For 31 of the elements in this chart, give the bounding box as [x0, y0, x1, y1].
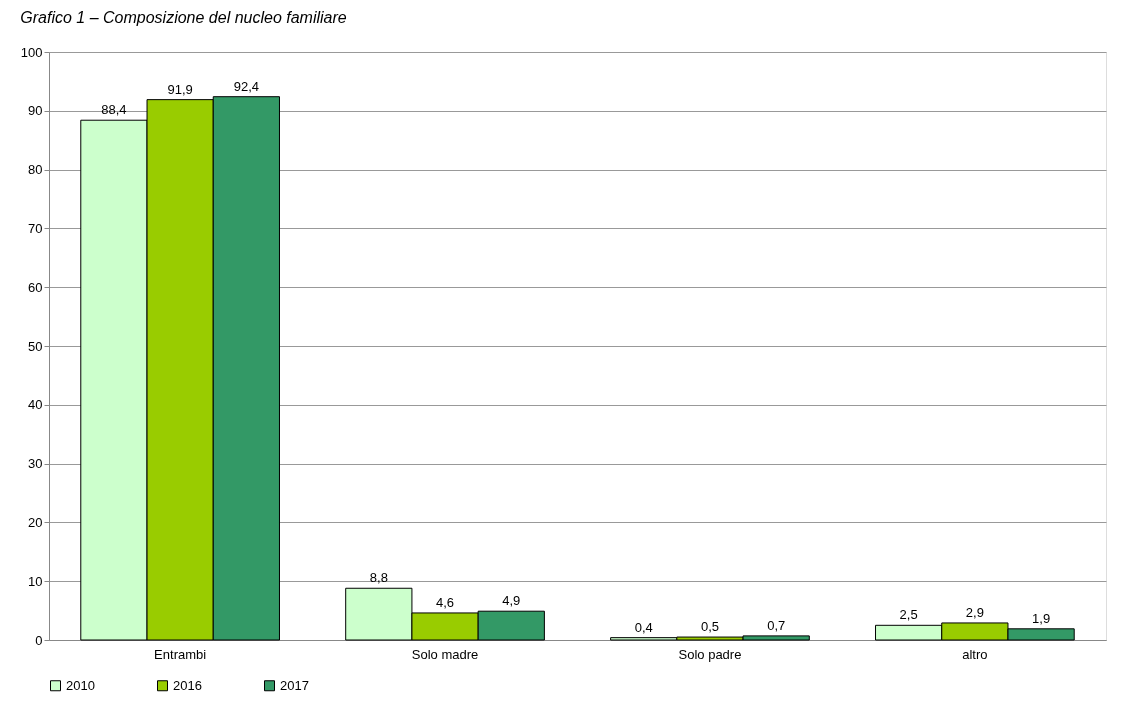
y-tick-label: 90 [28, 103, 43, 119]
y-tick-label: 20 [28, 514, 43, 530]
y-tick-label: 80 [28, 162, 43, 178]
data-label: 8,8 [369, 570, 388, 586]
chart-title: Grafico 1 – Composizione del nucleo familiare [20, 9, 347, 26]
x-tick-label: Solo padre [678, 646, 742, 662]
data-label: 4,9 [502, 593, 521, 609]
y-tick-label: 100 [20, 44, 43, 60]
y-tick-label: 70 [28, 220, 43, 236]
legend-label: 2016 [173, 677, 202, 693]
y-tick-label: 10 [28, 573, 43, 589]
data-label: 4,6 [436, 594, 455, 610]
data-label: 1,9 [1032, 610, 1051, 626]
y-tick-label: 0 [35, 632, 43, 648]
data-label: 0,4 [634, 619, 653, 635]
x-tick-label: Solo madre [411, 646, 479, 662]
data-label: 2,5 [899, 607, 918, 623]
legend-label: 2017 [280, 677, 309, 693]
data-label: 92,4 [233, 78, 260, 94]
y-tick-label: 50 [28, 338, 43, 354]
data-label: 0,7 [767, 617, 786, 633]
data-label: 0,5 [700, 619, 719, 635]
y-tick-label: 40 [28, 397, 43, 413]
x-tick-label: Entrambi [154, 646, 207, 662]
y-tick-label: 60 [28, 279, 43, 295]
data-label: 2,9 [965, 604, 984, 620]
y-tick-label: 30 [28, 456, 43, 472]
data-label: 88,4 [101, 102, 127, 118]
x-tick-label: altro [962, 646, 988, 662]
legend-label: 2010 [66, 677, 95, 693]
data-label: 91,9 [167, 81, 193, 97]
